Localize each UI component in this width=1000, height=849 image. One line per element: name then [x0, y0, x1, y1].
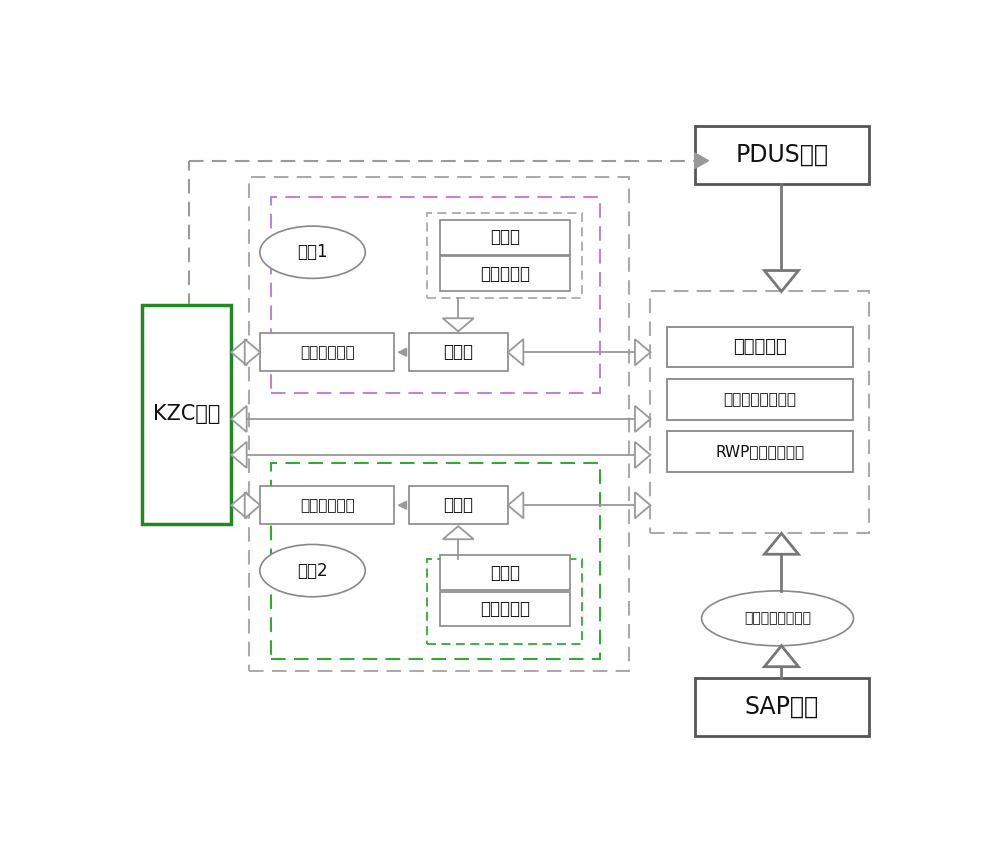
Bar [695, 126, 869, 183]
Bar [440, 592, 570, 627]
Text: RWP信息传输单元: RWP信息传输单元 [715, 444, 804, 459]
Bar [440, 220, 570, 255]
Bar [271, 197, 600, 393]
Text: 读卡器: 读卡器 [490, 564, 520, 582]
Polygon shape [443, 526, 474, 539]
Bar [427, 559, 582, 644]
Polygon shape [245, 340, 260, 365]
Polygon shape [231, 492, 247, 518]
Bar [249, 177, 629, 671]
Text: KZC系统: KZC系统 [153, 404, 220, 424]
Bar [260, 334, 394, 371]
Polygon shape [508, 340, 523, 365]
Polygon shape [245, 492, 260, 518]
Text: 入口2: 入口2 [297, 561, 328, 580]
Text: PDUS系统: PDUS系统 [735, 143, 828, 167]
Bar [440, 256, 570, 291]
Text: 进入授权控制单元: 进入授权控制单元 [723, 392, 796, 407]
Text: 条码扫描器: 条码扫描器 [480, 600, 530, 618]
Polygon shape [231, 441, 247, 468]
Text: 条码扫描器: 条码扫描器 [480, 265, 530, 283]
Bar [667, 379, 853, 419]
Polygon shape [635, 441, 650, 468]
Text: 第一单向传输模块: 第一单向传输模块 [744, 611, 811, 626]
Bar [271, 463, 600, 659]
Polygon shape [695, 153, 709, 169]
Bar [667, 431, 853, 472]
Text: 读卡器: 读卡器 [490, 228, 520, 246]
Polygon shape [443, 318, 474, 331]
Ellipse shape [702, 591, 854, 646]
Text: 工控机: 工控机 [443, 496, 473, 514]
Text: 工控机: 工控机 [443, 343, 473, 362]
Polygon shape [764, 533, 798, 554]
Bar [650, 291, 869, 533]
Bar [260, 486, 394, 524]
Bar [667, 327, 853, 368]
Polygon shape [764, 271, 798, 291]
Polygon shape [508, 492, 523, 518]
Text: 剂量计读出器: 剂量计读出器 [300, 498, 355, 513]
Ellipse shape [260, 226, 365, 278]
Polygon shape [635, 340, 650, 365]
Ellipse shape [260, 544, 365, 597]
Bar [695, 678, 869, 736]
Bar [409, 486, 508, 524]
Bar [142, 305, 231, 524]
Polygon shape [231, 340, 247, 365]
Polygon shape [231, 406, 247, 432]
Text: 剂量计读出器: 剂量计读出器 [300, 345, 355, 360]
Bar [440, 555, 570, 590]
Text: 入口1: 入口1 [297, 243, 328, 261]
Text: 控制服务器: 控制服务器 [733, 338, 787, 356]
Polygon shape [635, 492, 650, 518]
Polygon shape [764, 646, 798, 666]
Bar [427, 213, 582, 298]
Bar [409, 334, 508, 371]
Polygon shape [635, 406, 650, 432]
Text: SAP系统: SAP系统 [745, 695, 819, 719]
